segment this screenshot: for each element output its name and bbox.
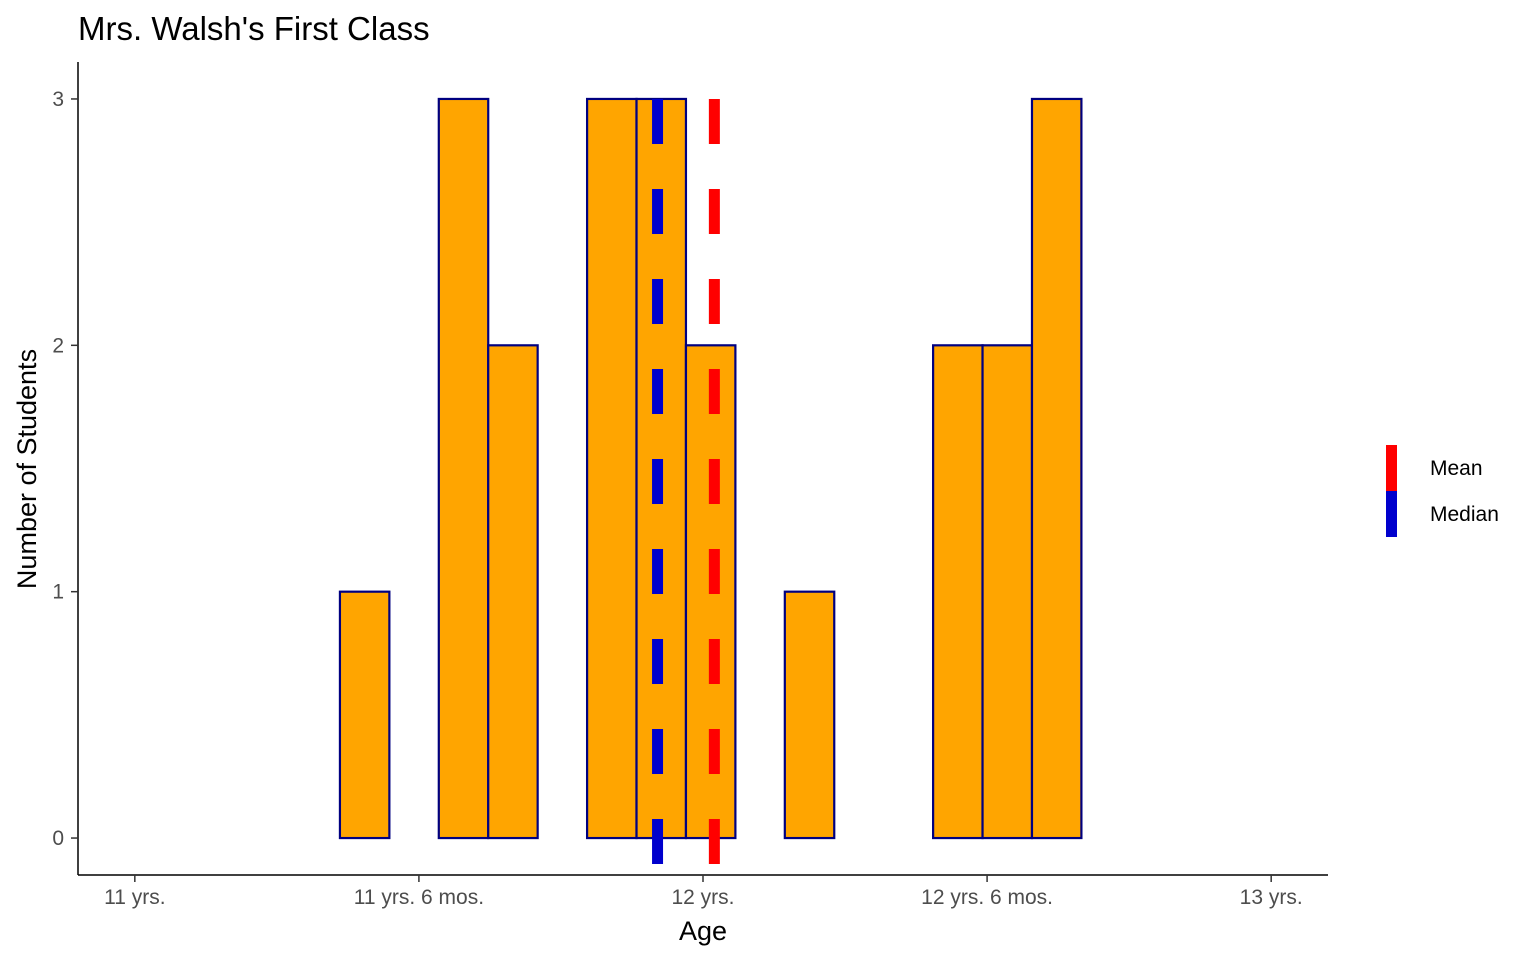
- x-tick-label: 12 yrs.: [671, 886, 734, 909]
- histogram-bar: [783, 590, 836, 840]
- x-axis-title: Age: [679, 916, 727, 946]
- reference-lines: [652, 98, 720, 875]
- chart-title: Mrs. Walsh's First Class: [78, 10, 430, 47]
- legend-label-mean: Mean: [1430, 457, 1483, 480]
- histogram-bars: [338, 97, 1083, 840]
- y-tick-label: 1: [52, 581, 64, 604]
- y-tick-label: 0: [52, 827, 64, 850]
- x-axis-ticks: 11 yrs. 11 yrs. 6 mos. 12 yrs. 12 yrs. 6 mo…: [104, 875, 1303, 909]
- legend: Mean Median: [1386, 445, 1499, 537]
- x-tick-label: 11 yrs.: [104, 886, 165, 909]
- histogram-bar: [981, 344, 1034, 840]
- histogram-bar: [932, 344, 984, 840]
- histogram-bar: [585, 97, 638, 840]
- histogram-bar: [487, 344, 539, 840]
- y-tick-label: 2: [52, 334, 64, 357]
- y-axis-ticks: 0 1 2 3: [52, 88, 78, 850]
- legend-label-median: Median: [1430, 503, 1499, 526]
- histogram-bar: [338, 590, 391, 840]
- y-tick-label: 3: [52, 88, 64, 111]
- legend-key-mean: [1386, 445, 1397, 491]
- x-tick-label: 11 yrs. 6 mos.: [354, 886, 484, 909]
- y-axis-title: Number of Students: [12, 349, 42, 589]
- histogram-bar: [437, 97, 490, 840]
- x-tick-label: 12 yrs. 6 mos.: [921, 886, 1053, 909]
- legend-key-median: [1386, 491, 1397, 537]
- x-tick-label: 13 yrs.: [1240, 886, 1303, 909]
- histogram-bar: [1030, 97, 1083, 840]
